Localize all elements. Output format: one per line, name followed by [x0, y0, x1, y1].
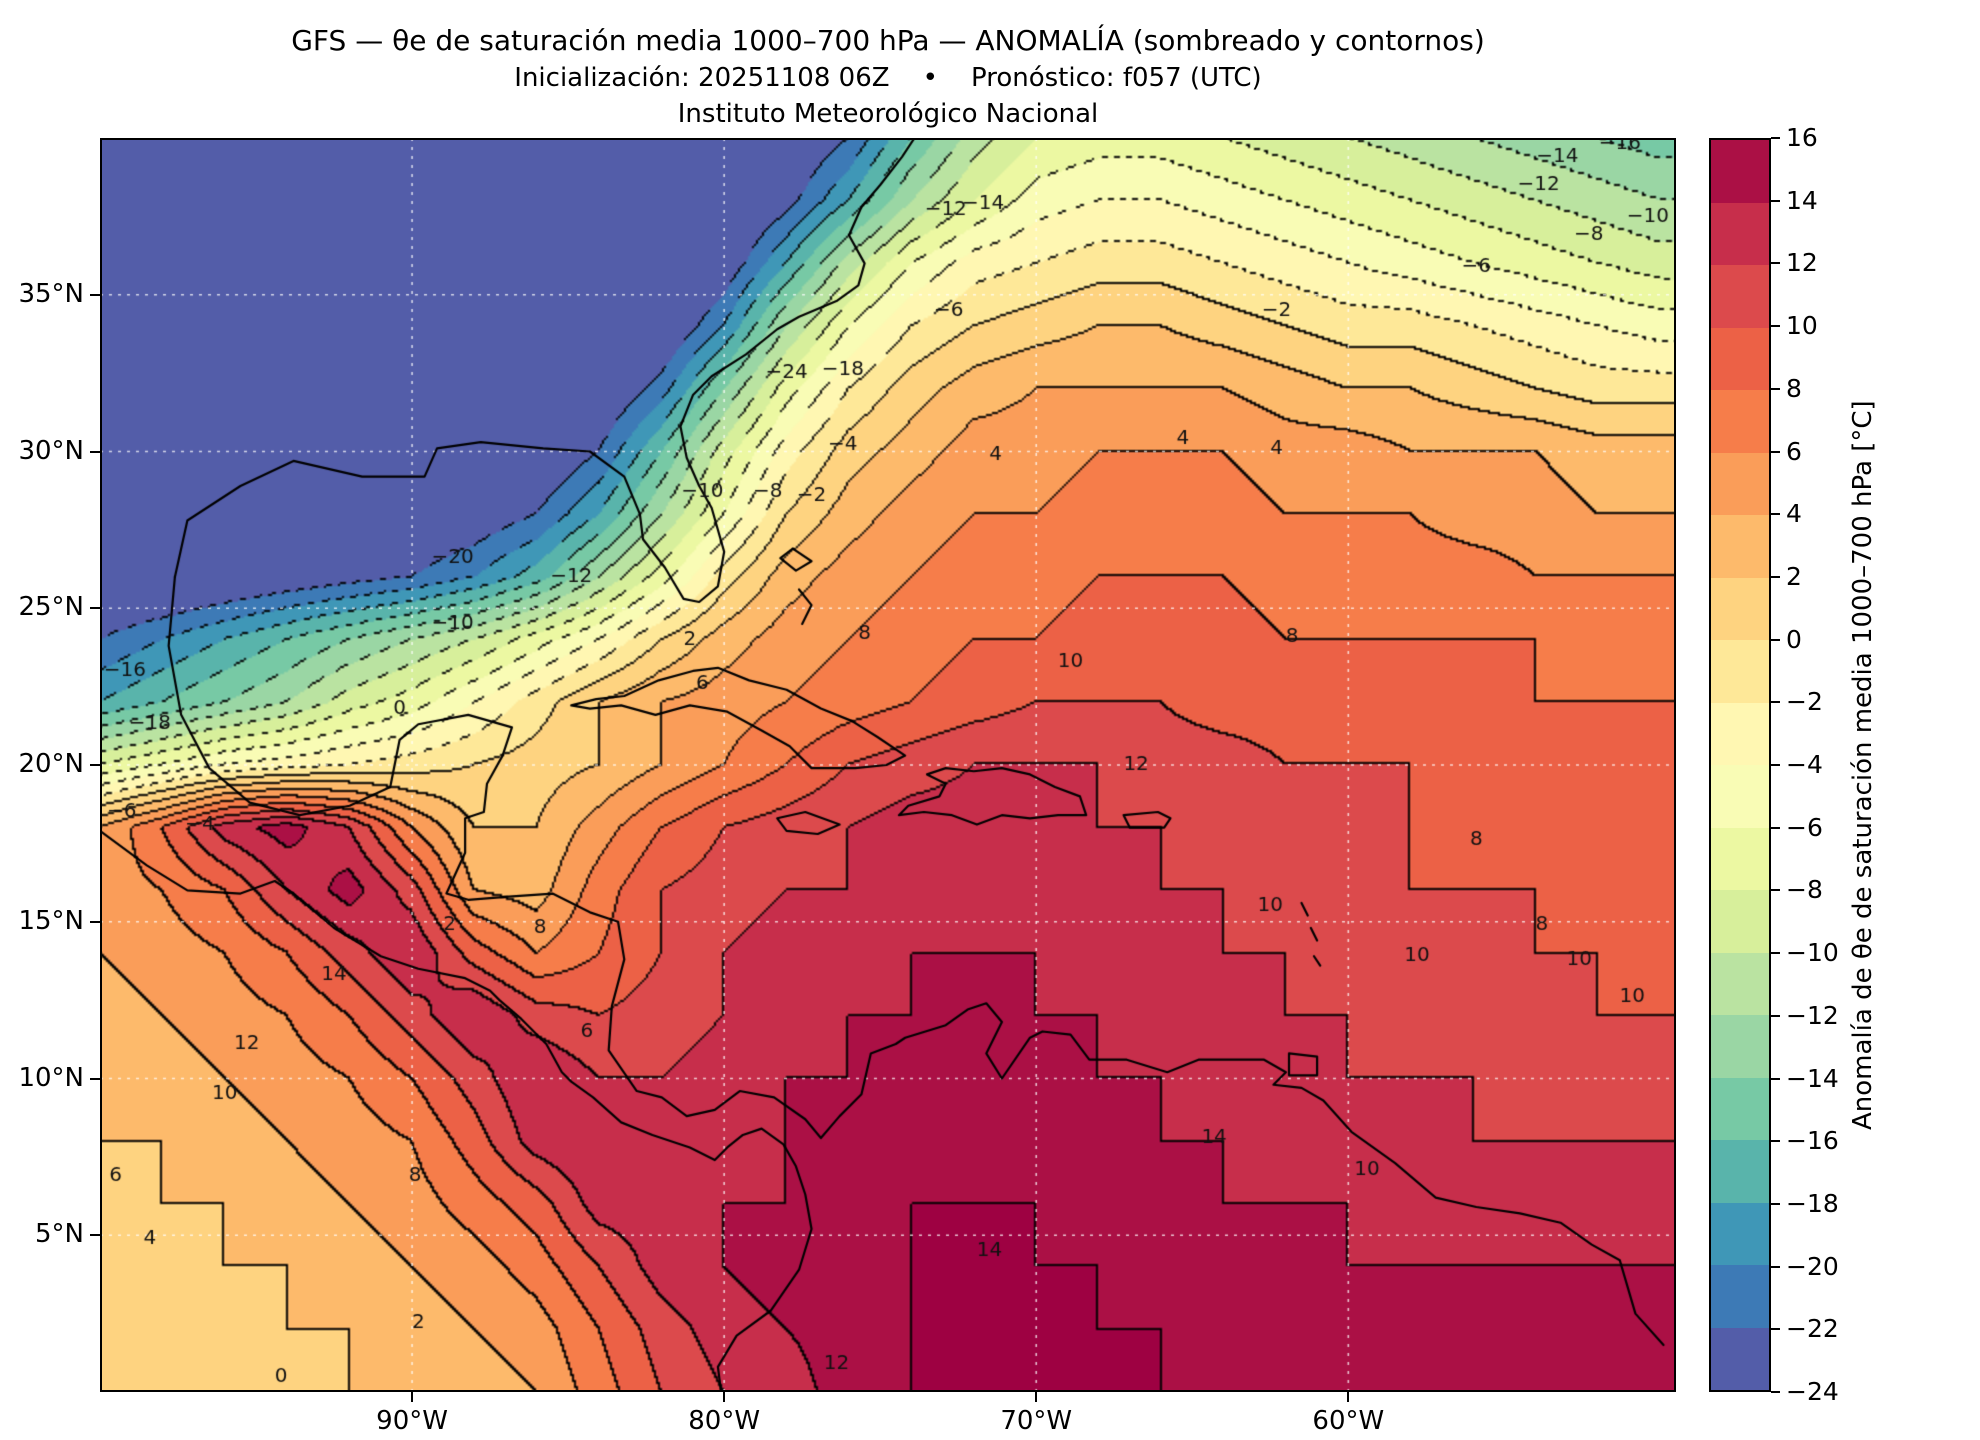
colorbar-tick-label: 6 — [1786, 436, 1802, 466]
colorbar-band — [1711, 702, 1769, 765]
colorbar-tick-label: 10 — [1786, 311, 1818, 341]
y-tick-mark — [90, 1234, 100, 1237]
colorbar-tick-label: 0 — [1786, 624, 1802, 654]
colorbar-tick-label: 12 — [1786, 248, 1818, 278]
colorbar-band — [1711, 1140, 1769, 1203]
colorbar-band — [1711, 515, 1769, 578]
y-tick-mark — [90, 920, 100, 923]
colorbar-tick-label: −12 — [1786, 1000, 1839, 1030]
y-tick-label: 15°N — [18, 905, 84, 936]
colorbar-tick-mark — [1771, 1140, 1780, 1143]
y-tick-label: 20°N — [18, 749, 84, 779]
y-tick-mark — [90, 1077, 100, 1080]
colorbar-band — [1711, 1265, 1769, 1328]
colorbar-band — [1711, 452, 1769, 515]
colorbar-tick-mark — [1771, 513, 1780, 516]
colorbar-band — [1711, 1077, 1769, 1140]
y-tick-mark — [90, 764, 100, 766]
colorbar-tick-label: −16 — [1786, 1126, 1839, 1156]
colorbar-tick-label: −10 — [1786, 938, 1839, 968]
x-tick-label: 80°W — [688, 1406, 761, 1436]
colorbar-tick-mark — [1771, 764, 1780, 766]
x-tick-label: 90°W — [376, 1406, 448, 1436]
x-tick-label: 60°W — [1312, 1406, 1385, 1436]
colorbar-band — [1711, 1202, 1769, 1265]
colorbar-tick-label: −18 — [1786, 1188, 1839, 1218]
y-tick-label: 35°N — [18, 278, 84, 309]
colorbar-tick-mark — [1771, 1077, 1780, 1080]
y-tick-mark — [90, 293, 100, 296]
x-tick-mark — [411, 1392, 414, 1402]
colorbar — [1709, 138, 1771, 1392]
colorbar-band — [1711, 890, 1769, 953]
colorbar-tick-mark — [1771, 889, 1780, 892]
colorbar-tick-mark — [1771, 826, 1780, 829]
y-tick-label: 10°N — [18, 1062, 84, 1093]
colorbar-tick-mark — [1771, 638, 1780, 641]
x-tick-mark — [1035, 1392, 1038, 1402]
colorbar-band — [1711, 952, 1769, 1015]
colorbar-tick-label: −4 — [1786, 750, 1823, 779]
colorbar-tick-mark — [1771, 952, 1780, 955]
colorbar-tick-label: −2 — [1786, 687, 1823, 717]
colorbar-tick-label: 16 — [1786, 123, 1818, 152]
colorbar-tick-label: −22 — [1786, 1314, 1839, 1344]
colorbar-tick-mark — [1771, 262, 1780, 265]
colorbar-tick-mark — [1771, 137, 1780, 139]
y-tick-mark — [90, 607, 100, 610]
colorbar-tick-label: −6 — [1786, 812, 1823, 842]
x-tick-label: 70°W — [1000, 1406, 1073, 1436]
colorbar-band — [1711, 577, 1769, 640]
colorbar-tick-mark — [1771, 1014, 1780, 1017]
colorbar-band — [1711, 1327, 1769, 1390]
x-tick-mark — [1347, 1392, 1350, 1402]
y-tick-label: 25°N — [18, 592, 84, 623]
x-tick-mark — [723, 1392, 726, 1402]
colorbar-band — [1711, 327, 1769, 390]
y-tick-mark — [90, 450, 100, 453]
colorbar-tick-label: 4 — [1786, 499, 1802, 529]
colorbar-band — [1711, 202, 1769, 265]
colorbar-band — [1711, 765, 1769, 828]
colorbar-band — [1711, 265, 1769, 328]
colorbar-band — [1711, 140, 1769, 203]
colorbar-tick-label: 8 — [1786, 373, 1802, 403]
colorbar-tick-mark — [1771, 1391, 1780, 1393]
colorbar-tick-mark — [1771, 199, 1780, 202]
map-plot — [100, 138, 1676, 1392]
colorbar-band — [1711, 390, 1769, 453]
y-tick-label: 5°N — [35, 1219, 84, 1250]
colorbar-band — [1711, 640, 1769, 703]
colorbar-band — [1711, 1015, 1769, 1078]
colorbar-tick-mark — [1771, 1265, 1780, 1268]
figure-institution: Instituto Meteorológico Nacional — [677, 99, 1099, 129]
title-block: GFS — θe de saturación media 1000–700 hP… — [100, 22, 1676, 132]
y-tick-label: 30°N — [18, 435, 84, 466]
figure-title: GFS — θe de saturación media 1000–700 hP… — [291, 24, 1485, 57]
colorbar-tick-label: −24 — [1786, 1377, 1839, 1406]
colorbar-tick-mark — [1771, 1202, 1780, 1205]
colorbar-tick-label: 14 — [1786, 185, 1818, 215]
figure-subtitle: Inicialización: 20251108 06Z • Pronóstic… — [514, 63, 1262, 93]
colorbar-tick-label: −20 — [1786, 1251, 1839, 1281]
colorbar-tick-mark — [1771, 1328, 1780, 1331]
overlay-canvas — [100, 138, 1676, 1392]
colorbar-band — [1711, 827, 1769, 890]
colorbar-tick-label: −8 — [1786, 875, 1823, 905]
colorbar-tick-mark — [1771, 450, 1780, 453]
colorbar-tick-mark — [1771, 701, 1780, 704]
colorbar-tick-mark — [1771, 325, 1780, 328]
colorbar-tick-label: −14 — [1786, 1063, 1839, 1093]
colorbar-tick-mark — [1771, 575, 1780, 578]
colorbar-tick-label: 2 — [1786, 561, 1802, 591]
colorbar-tick-mark — [1771, 387, 1780, 390]
